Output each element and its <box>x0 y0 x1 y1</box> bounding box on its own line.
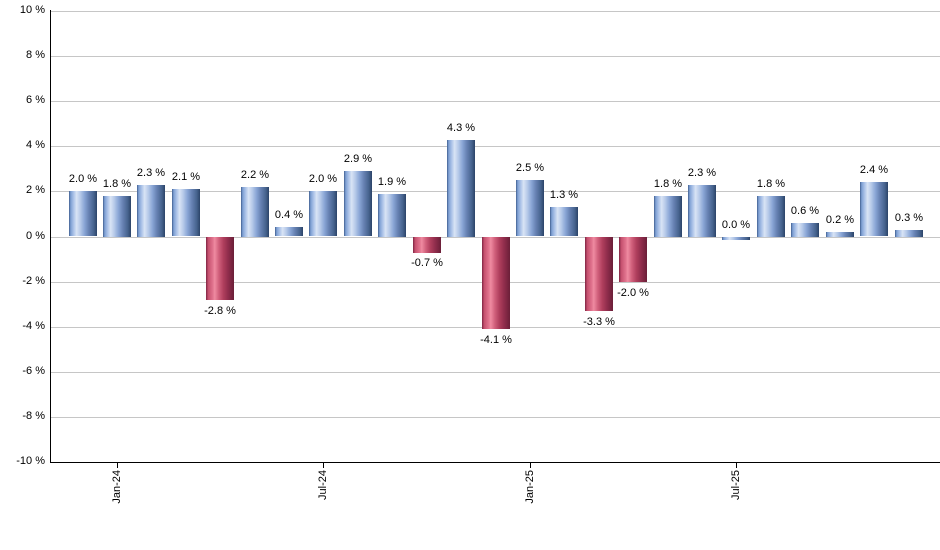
bar-value-label: 0.4 % <box>274 209 304 221</box>
bar-value-label: -2.0 % <box>617 287 649 299</box>
bar-value-label: 2.0 % <box>308 173 338 185</box>
bar-value-label: -4.1 % <box>480 334 512 346</box>
y-axis-tick-label: -6 % <box>22 365 45 377</box>
y-axis-tick-label: -4 % <box>22 320 45 332</box>
x-axis-tick <box>117 462 118 468</box>
gridline <box>50 417 940 418</box>
bar-positive <box>103 196 131 237</box>
x-axis-tick <box>530 462 531 468</box>
bar-positive <box>550 207 578 236</box>
x-axis-tick-label: Jul-24 <box>317 470 329 500</box>
bar-positive <box>654 196 682 237</box>
bar-positive <box>344 171 372 236</box>
bar-value-label: -3.3 % <box>583 316 615 328</box>
bar-value-label: 1.8 % <box>756 178 786 190</box>
y-axis-tick-label: -10 % <box>16 455 45 467</box>
y-axis-tick-label: -2 % <box>22 275 45 287</box>
bar-value-label: 2.4 % <box>859 164 889 176</box>
bar-negative <box>482 237 510 329</box>
bar-positive <box>69 191 97 236</box>
y-axis-tick-label: 8 % <box>26 49 45 61</box>
bar-positive <box>826 232 854 237</box>
y-axis-tick-label: 10 % <box>19 4 45 16</box>
bar-positive <box>172 189 200 236</box>
gridline <box>50 101 940 102</box>
bar-value-label: 1.8 % <box>102 178 132 190</box>
bar-positive <box>309 191 337 236</box>
bar-value-label: 2.3 % <box>136 167 166 179</box>
y-axis-tick-label: 0 % <box>26 230 45 242</box>
bar-value-label: 0.2 % <box>825 214 855 226</box>
bar-positive <box>137 185 165 237</box>
bar-value-label: 2.9 % <box>343 153 373 165</box>
bar-value-label: 1.3 % <box>549 189 579 201</box>
bar-value-label: -0.7 % <box>411 257 443 269</box>
gridline <box>50 191 940 192</box>
x-axis-tick-label: Jan-25 <box>524 470 536 504</box>
bar-value-label: 1.8 % <box>653 178 683 190</box>
gridline <box>50 146 940 147</box>
y-axis-tick-label: -8 % <box>22 410 45 422</box>
bar-negative <box>206 237 234 300</box>
bar-negative <box>585 237 613 311</box>
bar-positive <box>275 227 303 236</box>
x-axis-tick <box>323 462 324 468</box>
y-axis-tick-label: 4 % <box>26 139 45 151</box>
bar-positive <box>378 194 406 237</box>
bar-positive <box>241 187 269 237</box>
bar-value-label: 2.5 % <box>515 162 545 174</box>
y-axis-line <box>50 10 51 463</box>
bar-positive <box>688 185 716 237</box>
bar-positive <box>516 180 544 236</box>
bar-value-label: 4.3 % <box>446 122 476 134</box>
x-axis-line <box>50 462 940 463</box>
bar-value-label: 2.1 % <box>171 171 201 183</box>
bar-value-label: 0.3 % <box>894 212 924 224</box>
y-axis-tick-label: 6 % <box>26 94 45 106</box>
gridline <box>50 372 940 373</box>
bar-value-label: 0.0 % <box>721 219 751 231</box>
bar-negative <box>413 237 441 253</box>
bar-positive <box>860 182 888 236</box>
x-axis-tick-label: Jan-24 <box>111 470 123 504</box>
x-axis-tick <box>736 462 737 468</box>
bar-positive <box>722 237 750 240</box>
gridline <box>50 11 940 12</box>
bar-negative <box>619 237 647 282</box>
bar-positive <box>447 140 475 237</box>
y-axis-tick-label: 2 % <box>26 184 45 196</box>
x-axis-tick-label: Jul-25 <box>730 470 742 500</box>
bar-value-label: 0.6 % <box>790 205 820 217</box>
bar-value-label: -2.8 % <box>204 305 236 317</box>
bar-positive <box>791 223 819 237</box>
bar-positive <box>895 230 923 237</box>
bar-value-label: 2.0 % <box>68 173 98 185</box>
gridline <box>50 56 940 57</box>
bar-value-label: 2.3 % <box>687 167 717 179</box>
bar-value-label: 2.2 % <box>240 169 270 181</box>
bar-positive <box>757 196 785 237</box>
bar-value-label: 1.9 % <box>377 176 407 188</box>
